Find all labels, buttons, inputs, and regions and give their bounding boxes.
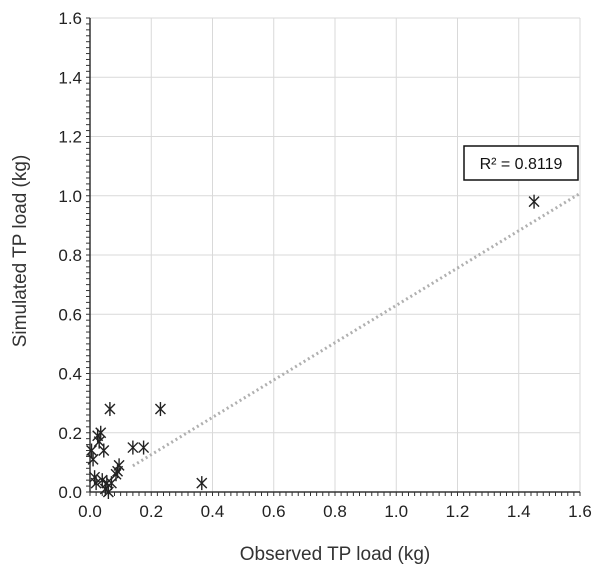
data-point-stroke	[89, 471, 101, 483]
y-tick-label: 0.8	[58, 246, 82, 265]
x-tick-label: 1.2	[446, 502, 470, 521]
y-tick-labels: 0.0 0.2 0.4 0.6 0.8 1.0 1.2 1.4 1.6	[58, 9, 82, 502]
data-point	[138, 440, 150, 455]
data-point	[86, 443, 98, 458]
y-tick-label: 0.0	[58, 483, 82, 502]
data-point-stroke	[90, 477, 102, 489]
data-points	[86, 194, 540, 499]
x-tick-label: 0.8	[323, 502, 347, 521]
x-tick-label: 0.6	[262, 502, 286, 521]
gridlines	[90, 17, 581, 492]
data-point	[87, 452, 99, 467]
y-axis-title: Simulated TP load (kg)	[10, 155, 31, 348]
data-point-stroke	[154, 403, 166, 415]
x-tick-label: 1.0	[384, 502, 408, 521]
r2-label: R² = 0.8119	[480, 156, 563, 173]
y-tick-label: 1.2	[58, 128, 82, 147]
data-point-stroke	[96, 474, 108, 486]
x-tick-label: 0.0	[78, 502, 102, 521]
data-point	[113, 458, 125, 473]
r2-box	[463, 145, 579, 181]
data-point-stroke	[138, 442, 150, 454]
y-tick-label: 1.4	[58, 68, 82, 87]
data-point	[104, 402, 116, 417]
data-point	[154, 402, 166, 417]
data-point-stroke	[93, 436, 105, 448]
y-tick-label: 1.6	[58, 9, 82, 28]
data-point-stroke	[113, 459, 125, 471]
data-point-stroke	[127, 442, 139, 454]
data-point-stroke	[105, 477, 117, 489]
data-point	[90, 476, 102, 491]
data-point-stroke	[104, 403, 116, 415]
x-tick-label: 1.4	[507, 502, 531, 521]
data-point	[98, 443, 110, 458]
data-point-stroke	[86, 445, 98, 457]
x-tick-labels: 0.0 0.2 0.4 0.6 0.8 1.0 1.2 1.4 1.6	[78, 502, 592, 521]
x-axis-title: Observed TP load (kg)	[240, 544, 430, 565]
x-tick-label: 1.6	[568, 502, 592, 521]
data-point	[95, 425, 107, 440]
y-tick-label: 0.6	[58, 305, 82, 324]
x-tick-label: 0.4	[201, 502, 225, 521]
trendline	[132, 192, 581, 468]
data-point	[528, 194, 540, 209]
data-point-stroke	[101, 477, 113, 489]
data-point-stroke	[87, 453, 99, 465]
y-tick-label: 1.0	[58, 187, 82, 206]
data-point-stroke	[95, 427, 107, 439]
data-point-stroke	[196, 477, 208, 489]
axes	[86, 17, 581, 496]
r2-annotation: R² = 0.8119	[463, 145, 579, 181]
y-tick-label: 0.2	[58, 424, 82, 443]
y-tick-label: 0.4	[58, 365, 82, 384]
data-point-stroke	[98, 445, 110, 457]
trendline-group	[132, 192, 581, 468]
data-point	[127, 440, 139, 455]
data-point-stroke	[528, 196, 540, 208]
x-tick-label: 0.2	[139, 502, 163, 521]
data-point	[196, 476, 208, 491]
